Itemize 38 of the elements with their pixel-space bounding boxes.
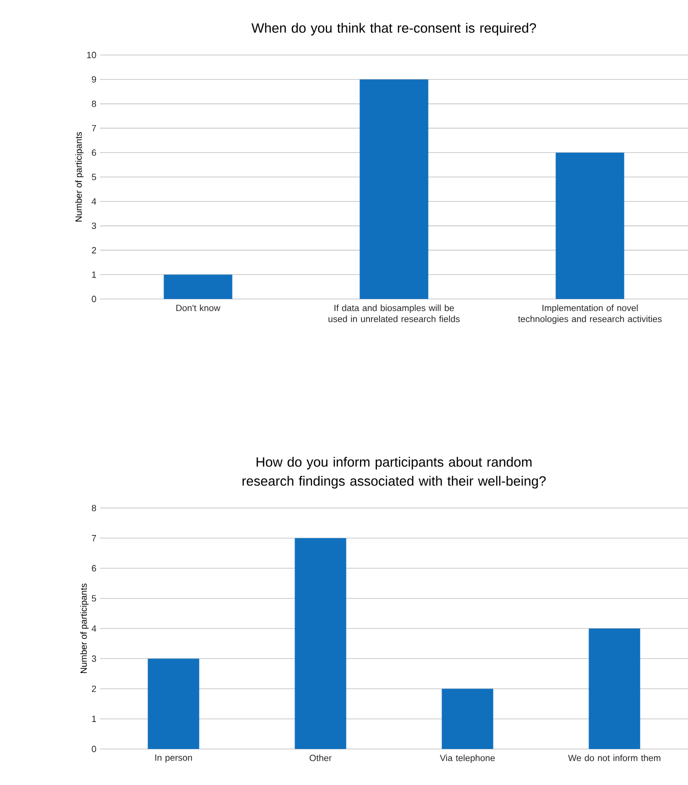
y-tick-label: 7	[92, 125, 96, 132]
bar	[588, 628, 640, 749]
bar	[164, 274, 232, 299]
y-tick-label: 10	[87, 52, 96, 58]
y-tick-label: 7	[92, 535, 96, 542]
chart-title: When do you think that re-consent is required?	[251, 22, 536, 36]
y-tick-label: 0	[92, 746, 96, 752]
y-tick-label: 1	[92, 716, 96, 722]
y-tick-label: 3	[92, 222, 96, 229]
y-tick-label: 8	[92, 100, 96, 107]
bar	[556, 152, 624, 299]
y-tick-label: 6	[92, 149, 96, 156]
x-tick-label: In person	[155, 754, 192, 763]
bar	[294, 538, 346, 749]
x-tick-label: Via telephone	[440, 754, 495, 763]
y-tick-label: 2	[92, 686, 96, 692]
chart-title: How do you inform participants about random research findings associated with their well-being?	[242, 456, 546, 488]
x-tick-label: Implementation of novel technologies and research activities	[518, 304, 662, 324]
y-tick-label: 2	[92, 247, 96, 254]
x-tick-label: Other	[310, 754, 332, 762]
x-tick-label: If data and biosamples will be used in unrelated research fields	[328, 304, 460, 322]
bar	[360, 79, 428, 299]
y-tick-label: 9	[92, 76, 96, 83]
y-tick-label: 3	[92, 655, 96, 662]
bar	[148, 658, 200, 749]
y-tick-label: 5	[92, 174, 96, 180]
x-tick-label: Don't know	[176, 304, 220, 312]
y-tick-label: 1	[92, 272, 96, 278]
y-tick-label: 0	[92, 296, 96, 302]
y-tick-label: 8	[92, 504, 96, 512]
y-tick-label: 4	[92, 625, 96, 632]
y-axis-title: Number of participants	[80, 584, 89, 674]
bar	[442, 688, 494, 749]
y-tick-label: 6	[92, 565, 96, 572]
x-tick-label: We do not inform them	[568, 754, 660, 762]
y-tick-label: 4	[92, 198, 96, 204]
y-axis-title: Number of participants	[75, 132, 84, 222]
y-tick-label: 5	[92, 595, 96, 602]
